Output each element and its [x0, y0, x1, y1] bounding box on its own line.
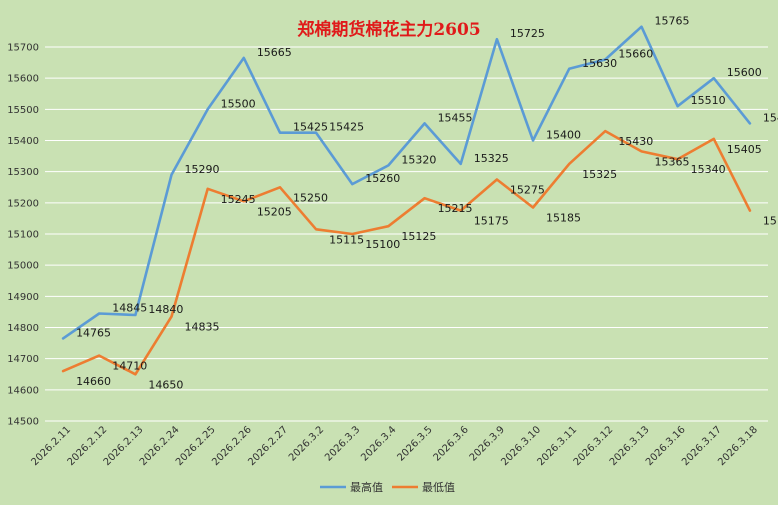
x-tick-label: 2026.3.18 — [716, 424, 760, 468]
data-label: 14835 — [185, 321, 220, 334]
gridlines — [45, 46, 768, 422]
data-label: 15500 — [221, 97, 256, 110]
y-tick-label: 15400 — [7, 136, 39, 147]
data-label: 15400 — [546, 129, 581, 142]
y-tick-label: 14900 — [7, 292, 39, 303]
data-label: 15175 — [763, 215, 778, 228]
data-label: 14650 — [148, 378, 183, 391]
data-label: 15125 — [401, 230, 436, 243]
data-label: 15325 — [582, 168, 617, 181]
data-label: 15325 — [474, 152, 509, 165]
series-lines — [61, 25, 752, 376]
y-tick-label: 15200 — [7, 198, 39, 209]
data-label: 15405 — [727, 143, 762, 156]
data-label: 15430 — [618, 135, 653, 148]
data-label: 15250 — [293, 191, 328, 204]
legend-label: 最低值 — [422, 481, 455, 494]
data-label: 15665 — [257, 46, 292, 59]
chart-title: 郑棉期货棉花主力2605 — [297, 19, 480, 40]
data-label: 14845 — [112, 301, 147, 314]
legend-label: 最高值 — [350, 480, 383, 494]
y-tick-label: 15500 — [7, 105, 39, 116]
data-label: 14840 — [148, 303, 183, 316]
data-label: 15660 — [618, 47, 653, 60]
data-label: 15455 — [438, 111, 473, 124]
data-label: 15205 — [257, 205, 292, 218]
x-tick-label: 2026.3.3 — [323, 424, 362, 463]
y-tick-label: 14700 — [7, 354, 39, 365]
data-label: 15425 — [329, 121, 364, 134]
data-label: 15215 — [438, 202, 473, 215]
y-tick-label: 15300 — [7, 167, 39, 178]
data-label: 15600 — [727, 66, 762, 79]
data-label: 15340 — [691, 163, 726, 176]
y-tick-label: 14600 — [7, 385, 39, 396]
data-label: 15175 — [474, 215, 509, 228]
data-label: 15630 — [582, 57, 617, 70]
data-label: 15320 — [401, 153, 436, 166]
data-label: 15260 — [365, 172, 400, 185]
x-tick-label: 2026.3.2 — [287, 424, 326, 463]
data-label: 15365 — [654, 155, 689, 168]
data-label: 15765 — [654, 15, 689, 28]
x-tick-label: 2026.3.6 — [432, 424, 471, 463]
data-label: 15245 — [221, 193, 256, 206]
y-tick-label: 15700 — [7, 43, 39, 54]
x-tick-label: 2026.3.5 — [395, 424, 434, 463]
data-label: 15185 — [546, 212, 581, 225]
y-tick-label: 15100 — [7, 230, 39, 241]
y-tick-label: 14500 — [7, 417, 39, 428]
data-label: 14710 — [112, 360, 147, 373]
data-label: 15725 — [510, 27, 545, 40]
data-label: 15115 — [329, 233, 364, 246]
y-tick-label: 15000 — [7, 261, 39, 272]
y-tick-label: 14800 — [7, 323, 39, 334]
series-line-2 — [61, 129, 752, 376]
data-label: 14765 — [76, 326, 111, 339]
data-label: 15510 — [691, 94, 726, 107]
data-label: 15455 — [763, 111, 778, 124]
data-label: 14660 — [76, 375, 111, 388]
data-label: 15425 — [293, 121, 328, 134]
y-axis-ticks: 14500 14600 14700 14800 14900 15000 15100 15200… — [7, 43, 39, 428]
series-line-1 — [61, 25, 752, 340]
data-label: 15275 — [510, 183, 545, 196]
x-tick-label: 2026.2.27 — [246, 424, 290, 468]
legend: 最高值 最低值 — [320, 480, 455, 494]
data-label: 15290 — [185, 163, 220, 176]
data-label: 15100 — [365, 238, 400, 251]
y-tick-label: 15600 — [7, 74, 39, 85]
x-tick-label: 2026.3.4 — [359, 424, 398, 463]
x-axis-ticks: 2026.2.112026.2.122026.2.132026.2.242026… — [29, 424, 760, 468]
